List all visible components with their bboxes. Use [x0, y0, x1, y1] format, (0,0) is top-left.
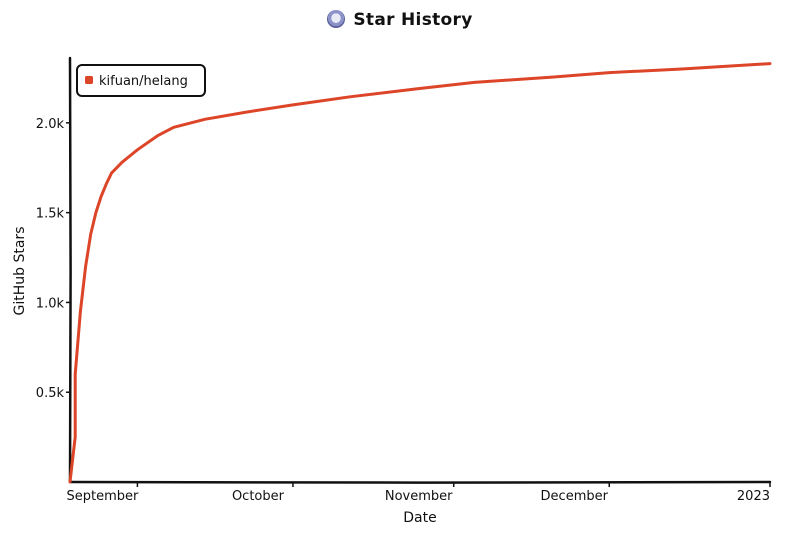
legend-box [76, 64, 206, 97]
x-tick-label: 2023 [737, 489, 770, 504]
chart-title-text: Star History [353, 10, 473, 30]
chart-title: Star History [0, 10, 800, 30]
y-tick-label: 1.5k [36, 207, 65, 222]
series-line-kifuan-helang [68, 62, 772, 484]
star-history-logo-icon [327, 10, 346, 28]
y-tick-label: 1.0k [36, 296, 65, 311]
legend-label: kifuan/helang [99, 74, 188, 89]
y-tick-label: 2.0k [36, 117, 65, 132]
y-tick-label: 0.5k [36, 386, 65, 401]
x-tick-label: September [66, 489, 139, 504]
x-tick-label: October [232, 489, 285, 504]
x-axis-line [68, 480, 772, 484]
x-tick-label: December [541, 489, 609, 504]
legend-swatch [85, 76, 93, 84]
y-axis-line [68, 56, 72, 484]
x-axis-title: Date [403, 510, 436, 526]
x-tick-label: November [385, 489, 453, 504]
y-axis-title: GitHub Stars [12, 227, 28, 316]
